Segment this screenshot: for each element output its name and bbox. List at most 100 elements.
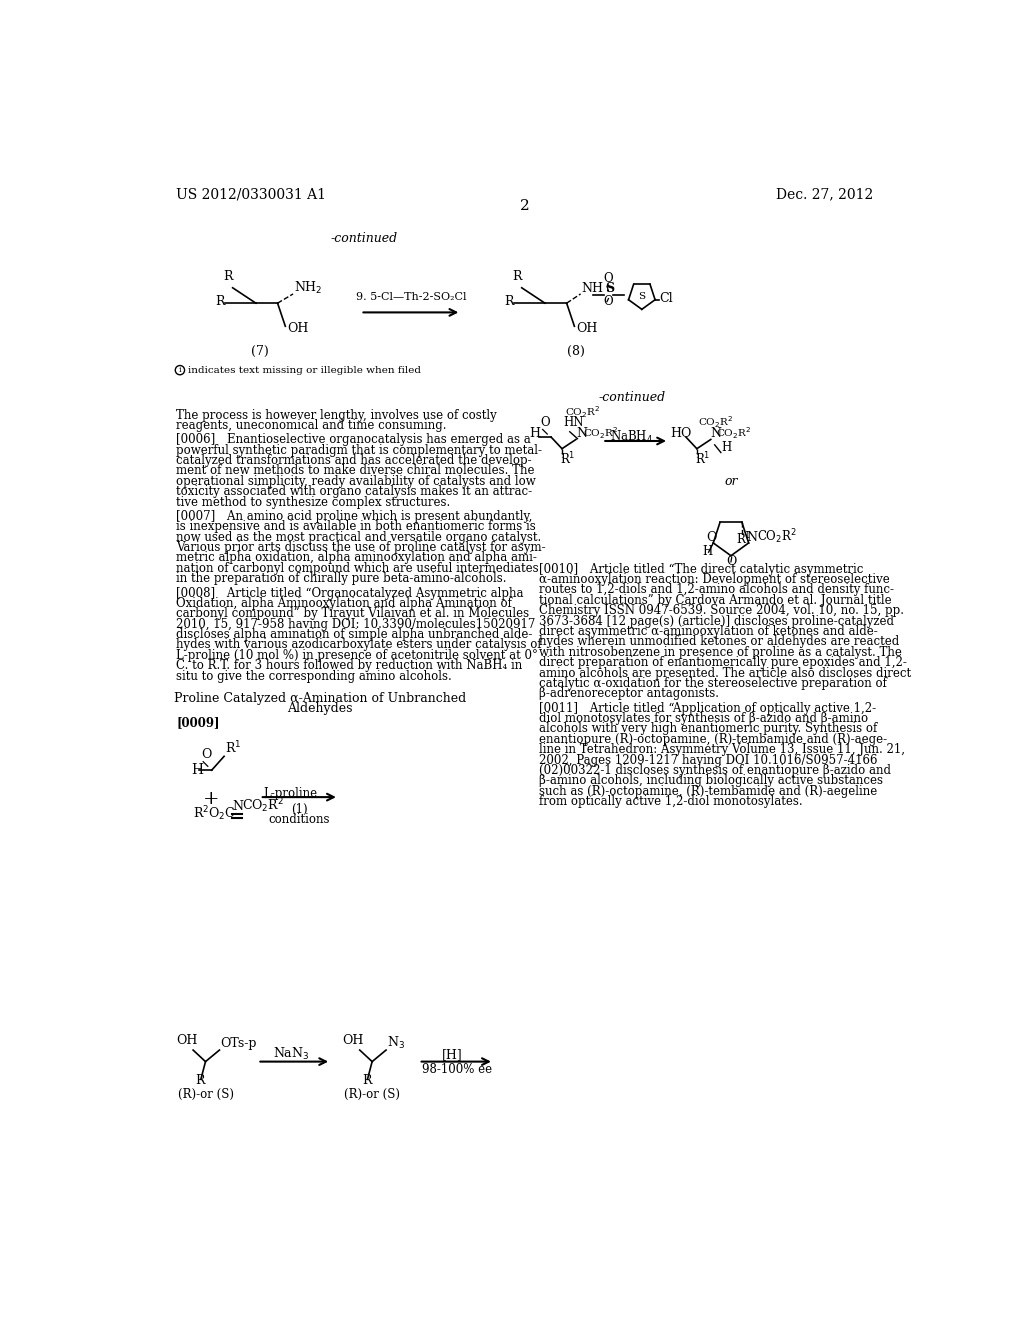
Text: OH: OH [343, 1034, 365, 1047]
Text: N: N [746, 531, 758, 544]
Text: H: H [702, 545, 713, 558]
Text: Proline Catalyzed α-Amination of Unbranched: Proline Catalyzed α-Amination of Unbranc… [174, 692, 466, 705]
Text: indicates text missing or illegible when filed: indicates text missing or illegible when… [188, 366, 422, 375]
Text: [0007] An amino acid proline which is present abundantly,: [0007] An amino acid proline which is pr… [176, 510, 532, 523]
Text: conditions: conditions [268, 813, 330, 825]
Text: ment of new methods to make diverse chiral molecules. The: ment of new methods to make diverse chir… [176, 465, 535, 478]
Text: (R)-or (S): (R)-or (S) [344, 1088, 400, 1101]
Text: -continued: -continued [331, 231, 398, 244]
Text: OH: OH [176, 1034, 198, 1047]
Text: catalytic α-oxidation for the stereoselective preparation of: catalytic α-oxidation for the stereosele… [539, 677, 887, 690]
Text: nation of carbonyl compound which are useful intermediates: nation of carbonyl compound which are us… [176, 562, 539, 576]
Text: tional calculations” by Cardova Armando et al. Journal title: tional calculations” by Cardova Armando … [539, 594, 891, 607]
Text: alcohols with very high enantiomeric purity. Synthesis of: alcohols with very high enantiomeric pur… [539, 722, 877, 735]
Text: NaN$_3$: NaN$_3$ [272, 1045, 309, 1061]
Text: The process is however lengthy, involves use of costly: The process is however lengthy, involves… [176, 409, 497, 421]
Text: Cl: Cl [659, 292, 674, 305]
Text: (1): (1) [291, 803, 307, 816]
Text: R$^1$: R$^1$ [695, 450, 711, 467]
Text: HO: HO [671, 428, 692, 440]
Text: R: R [223, 271, 232, 282]
Text: R: R [196, 1074, 205, 1086]
Text: hydes with various azodicarboxylate esters under catalysis of: hydes with various azodicarboxylate este… [176, 639, 542, 652]
Text: H: H [722, 441, 732, 454]
Text: enantiopure (R)-octopamine, (R)-tembamide and (R)-aege-: enantiopure (R)-octopamine, (R)-tembamid… [539, 733, 887, 746]
Text: in the preparation of chirally pure beta-amino-alcohols.: in the preparation of chirally pure beta… [176, 573, 507, 585]
Text: R$^1$: R$^1$ [560, 450, 575, 467]
Text: line in Tetrahedron: Asymmetry Volume 13, Issue 11, Jun. 21,: line in Tetrahedron: Asymmetry Volume 13… [539, 743, 905, 756]
Text: 2: 2 [520, 199, 529, 213]
Text: NH$_2$: NH$_2$ [294, 280, 323, 296]
Text: [0011] Article titled “Application of optically active 1,2-: [0011] Article titled “Application of op… [539, 702, 876, 714]
Text: β-adrenoreceptor antagonists.: β-adrenoreceptor antagonists. [539, 688, 719, 701]
Text: reagents, uneconomical and time consuming.: reagents, uneconomical and time consumin… [176, 418, 446, 432]
Text: is inexpensive and is available in both enantiomeric forms is: is inexpensive and is available in both … [176, 520, 536, 533]
Text: [0008] Article titled “Organocatalyzed Asymmetric alpha: [0008] Article titled “Organocatalyzed A… [176, 586, 523, 599]
Text: CO$_2$R$^2$: CO$_2$R$^2$ [716, 425, 752, 441]
Text: H: H [191, 763, 204, 777]
Text: CO$_2$R$^2$: CO$_2$R$^2$ [583, 425, 618, 441]
Text: (8): (8) [567, 345, 585, 358]
Text: -continued: -continued [598, 391, 666, 404]
Text: 3673-3684 [12 page(s) (article)] discloses proline-catalyzed: 3673-3684 [12 page(s) (article)] disclos… [539, 615, 894, 627]
Text: L-proline: L-proline [264, 787, 317, 800]
Text: [0006] Enantioselective organocatalysis has emerged as a: [0006] Enantioselective organocatalysis … [176, 433, 530, 446]
Text: situ to give the corresponding amino alcohols.: situ to give the corresponding amino alc… [176, 669, 452, 682]
Text: diol monotosylates for synthesis of β-azido and β-amino: diol monotosylates for synthesis of β-az… [539, 711, 868, 725]
Text: or: or [724, 475, 737, 488]
Text: R$^2$O$_2$C: R$^2$O$_2$C [194, 804, 236, 822]
Text: R: R [362, 1074, 372, 1086]
Text: 2010, 15, 917-958 having DOI: 10.3390/molecules15020917: 2010, 15, 917-958 having DOI: 10.3390/mo… [176, 618, 536, 631]
Text: tive method to synthesize complex structures.: tive method to synthesize complex struct… [176, 496, 451, 508]
Text: powerful synthetic paradigm that is complementary to metal-: powerful synthetic paradigm that is comp… [176, 444, 542, 457]
Text: i: i [178, 366, 181, 374]
Text: amino alcohols are presented. The article also discloses direct: amino alcohols are presented. The articl… [539, 667, 911, 680]
Text: toxicity associated with organo catalysis makes it an attrac-: toxicity associated with organo catalysi… [176, 486, 532, 498]
Text: O: O [603, 294, 612, 308]
Text: R: R [216, 294, 225, 308]
Text: from optically active 1,2-diol monotosylates.: from optically active 1,2-diol monotosyl… [539, 795, 803, 808]
Text: 98-100% ee: 98-100% ee [422, 1063, 492, 1076]
Text: N: N [232, 800, 244, 813]
Text: direct asymmetric α-aminooxylation of ketones and alde-: direct asymmetric α-aminooxylation of ke… [539, 626, 878, 638]
Text: HN: HN [563, 416, 584, 429]
Text: +: + [203, 791, 219, 808]
Text: (7): (7) [251, 345, 268, 358]
Text: carbonyl compound” by Tirayut Vilaivan et al. in Molecules: carbonyl compound” by Tirayut Vilaivan e… [176, 607, 529, 620]
Text: S: S [604, 282, 613, 296]
Text: R: R [512, 271, 522, 282]
Text: (R)-or (S): (R)-or (S) [177, 1088, 233, 1101]
Text: catalyzed transformations and has accelerated the develop-: catalyzed transformations and has accele… [176, 454, 531, 467]
Text: Chemistry ISSN 0947-6539. Source 2004, vol. 10, no. 15, pp.: Chemistry ISSN 0947-6539. Source 2004, v… [539, 605, 904, 618]
Text: Aldehydes: Aldehydes [288, 702, 353, 715]
Text: CO$_2$R$^2$: CO$_2$R$^2$ [698, 414, 733, 430]
Text: NH: NH [582, 281, 603, 294]
Text: R: R [505, 294, 514, 308]
Text: such as (R)-octopamine, (R)-tembamide and (R)-aegeline: such as (R)-octopamine, (R)-tembamide an… [539, 785, 877, 797]
Text: R$^1$: R$^1$ [225, 739, 241, 756]
Text: 2002, Pages 1209-1217 having DOI 10.1016/S0957-4166: 2002, Pages 1209-1217 having DOI 10.1016… [539, 754, 878, 767]
Text: metric alpha oxidation, alpha aminooxylation and alpha ami-: metric alpha oxidation, alpha aminooxyla… [176, 552, 537, 565]
Text: discloses alpha amination of simple alpha unbranched alde-: discloses alpha amination of simple alph… [176, 628, 532, 642]
Text: CO$_2$R$^2$: CO$_2$R$^2$ [242, 796, 284, 814]
Text: US 2012/0330031 A1: US 2012/0330031 A1 [176, 187, 326, 202]
Text: O: O [726, 554, 736, 568]
Text: operational simplicity, ready availability of catalysts and low: operational simplicity, ready availabili… [176, 475, 536, 488]
Text: L-proline (10 mol %) in presence of acetonitrile solvent at 0°: L-proline (10 mol %) in presence of acet… [176, 649, 538, 661]
Text: C. to R.T. for 3 hours followed by reduction with NaBH₄ in: C. to R.T. for 3 hours followed by reduc… [176, 659, 522, 672]
Text: CO$_2$R$^2$: CO$_2$R$^2$ [758, 527, 797, 546]
Text: direct preparation of enantiomerically pure epoxides and 1,2-: direct preparation of enantiomerically p… [539, 656, 906, 669]
Text: now used as the most practical and versatile organo catalyst.: now used as the most practical and versa… [176, 531, 542, 544]
Text: NaBH$_4$: NaBH$_4$ [610, 429, 653, 445]
Text: Dec. 27, 2012: Dec. 27, 2012 [776, 187, 873, 202]
Text: O: O [541, 416, 550, 429]
Text: [0009]: [0009] [176, 717, 219, 729]
Text: R$^1$: R$^1$ [735, 531, 752, 546]
Text: routes to 1,2-diols and 1,2-amino alcohols and density func-: routes to 1,2-diols and 1,2-amino alcoho… [539, 583, 894, 597]
Text: [0010] Article titled “The direct catalytic asymmetric: [0010] Article titled “The direct cataly… [539, 562, 863, 576]
Text: α-aminooxylation reaction: Development of stereoselective: α-aminooxylation reaction: Development o… [539, 573, 890, 586]
Text: N: N [575, 428, 587, 440]
Text: H: H [529, 428, 541, 440]
Text: OH: OH [575, 322, 597, 335]
Text: 9. 5-Cl—Th-2-SO₂Cl: 9. 5-Cl—Th-2-SO₂Cl [355, 292, 466, 302]
